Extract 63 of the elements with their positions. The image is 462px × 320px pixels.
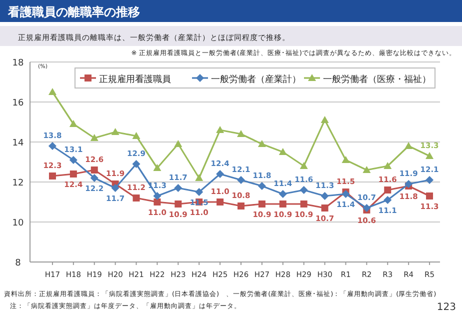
point (195, 174, 204, 181)
point (90, 166, 98, 174)
point (69, 156, 78, 164)
point (238, 202, 244, 210)
y-tick-label: 14 (12, 138, 24, 148)
point (362, 204, 371, 212)
point (278, 148, 287, 155)
legend-label: 正規雇用看護職員 (99, 74, 171, 85)
point (111, 128, 120, 135)
point (384, 162, 392, 169)
point (90, 134, 98, 141)
point (237, 130, 245, 137)
point (48, 142, 56, 150)
point (279, 200, 286, 208)
point (300, 200, 308, 208)
point (216, 170, 224, 178)
point (300, 186, 308, 194)
point (174, 184, 182, 192)
point (153, 164, 162, 171)
point (404, 180, 413, 188)
point (70, 170, 77, 178)
point (321, 204, 328, 212)
point (426, 176, 434, 184)
point (404, 142, 413, 149)
y-tick-label: 16 (12, 98, 24, 108)
point (132, 160, 140, 168)
legend-label: 一般労働者（医療・福祉） (323, 74, 431, 85)
point (258, 182, 266, 190)
point (48, 172, 56, 180)
chart-title: 看護職員の離職率の推移 (7, 5, 140, 19)
point (132, 194, 140, 202)
point (216, 126, 224, 133)
point (132, 132, 140, 139)
point (320, 116, 329, 123)
text: 123 (436, 302, 456, 313)
point (342, 190, 350, 198)
point (300, 162, 308, 169)
point (69, 120, 78, 127)
y-tick-label: 18 (12, 58, 24, 68)
point (278, 190, 287, 198)
point (258, 200, 266, 208)
point (362, 166, 371, 173)
y-tick-label: 8 (15, 258, 22, 268)
point (384, 186, 392, 194)
y-tick-label: 12 (12, 178, 24, 188)
point (258, 140, 266, 147)
point (237, 176, 245, 184)
point (426, 192, 434, 200)
point (384, 196, 392, 204)
point (426, 152, 434, 159)
y-tick-label: 10 (12, 218, 24, 228)
point (111, 184, 120, 192)
point (195, 188, 204, 196)
point (174, 140, 182, 147)
point (342, 156, 350, 163)
point (48, 88, 56, 95)
point (320, 192, 329, 200)
point (154, 198, 161, 206)
point (90, 174, 98, 182)
point (174, 200, 182, 208)
legend-label: 一般労働者（産業計） (211, 74, 301, 85)
point (216, 198, 224, 206)
point (153, 192, 162, 200)
